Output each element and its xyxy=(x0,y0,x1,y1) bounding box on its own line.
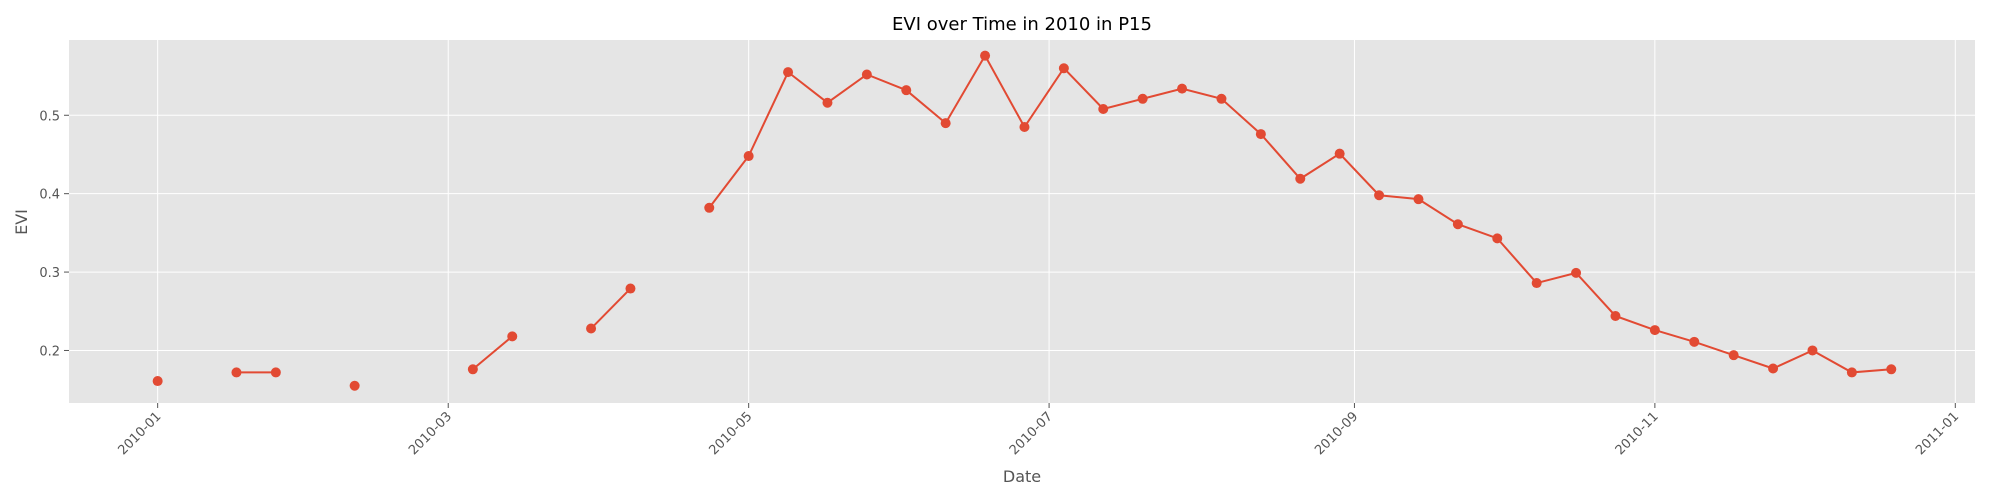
line xyxy=(236,53,1892,374)
point xyxy=(1374,190,1385,201)
plot-area xyxy=(69,40,1975,403)
point xyxy=(625,283,636,294)
point xyxy=(1452,219,1463,230)
point xyxy=(783,67,794,78)
point xyxy=(1649,325,1660,336)
point xyxy=(1571,267,1582,278)
point xyxy=(1689,336,1700,347)
y-axis-label: EVI xyxy=(12,209,31,235)
point xyxy=(940,118,951,129)
point xyxy=(467,364,478,375)
point xyxy=(822,97,833,108)
chart-title: EVI over Time in 2010 in P15 xyxy=(892,14,1152,35)
point xyxy=(1531,278,1542,289)
point xyxy=(1610,310,1621,321)
point xyxy=(1886,364,1897,375)
y-tick-label: 0.2 xyxy=(39,344,60,359)
point xyxy=(743,151,754,162)
point xyxy=(349,380,360,391)
point xyxy=(980,50,991,61)
point xyxy=(152,376,163,387)
y-tick-label: 0.3 xyxy=(39,266,60,281)
y-tick-label: 0.5 xyxy=(39,109,60,124)
point xyxy=(231,367,242,378)
point xyxy=(270,367,281,378)
point xyxy=(1413,194,1424,205)
point xyxy=(1295,173,1306,184)
point xyxy=(507,331,518,342)
point xyxy=(1177,83,1188,94)
point xyxy=(1807,345,1818,356)
point xyxy=(1058,63,1069,74)
point xyxy=(901,85,912,96)
point xyxy=(1255,129,1266,140)
point xyxy=(1846,367,1857,378)
point xyxy=(1728,350,1739,361)
point xyxy=(1492,233,1503,244)
point xyxy=(1768,363,1779,374)
point xyxy=(1019,122,1030,133)
point xyxy=(1216,93,1227,104)
x-axis-label: Date xyxy=(1003,467,1041,486)
y-tick-label: 0.4 xyxy=(39,188,60,203)
point xyxy=(1098,103,1109,114)
point xyxy=(1137,93,1148,104)
point xyxy=(586,323,597,334)
point xyxy=(1334,148,1345,159)
point xyxy=(704,202,715,213)
point xyxy=(861,69,872,80)
